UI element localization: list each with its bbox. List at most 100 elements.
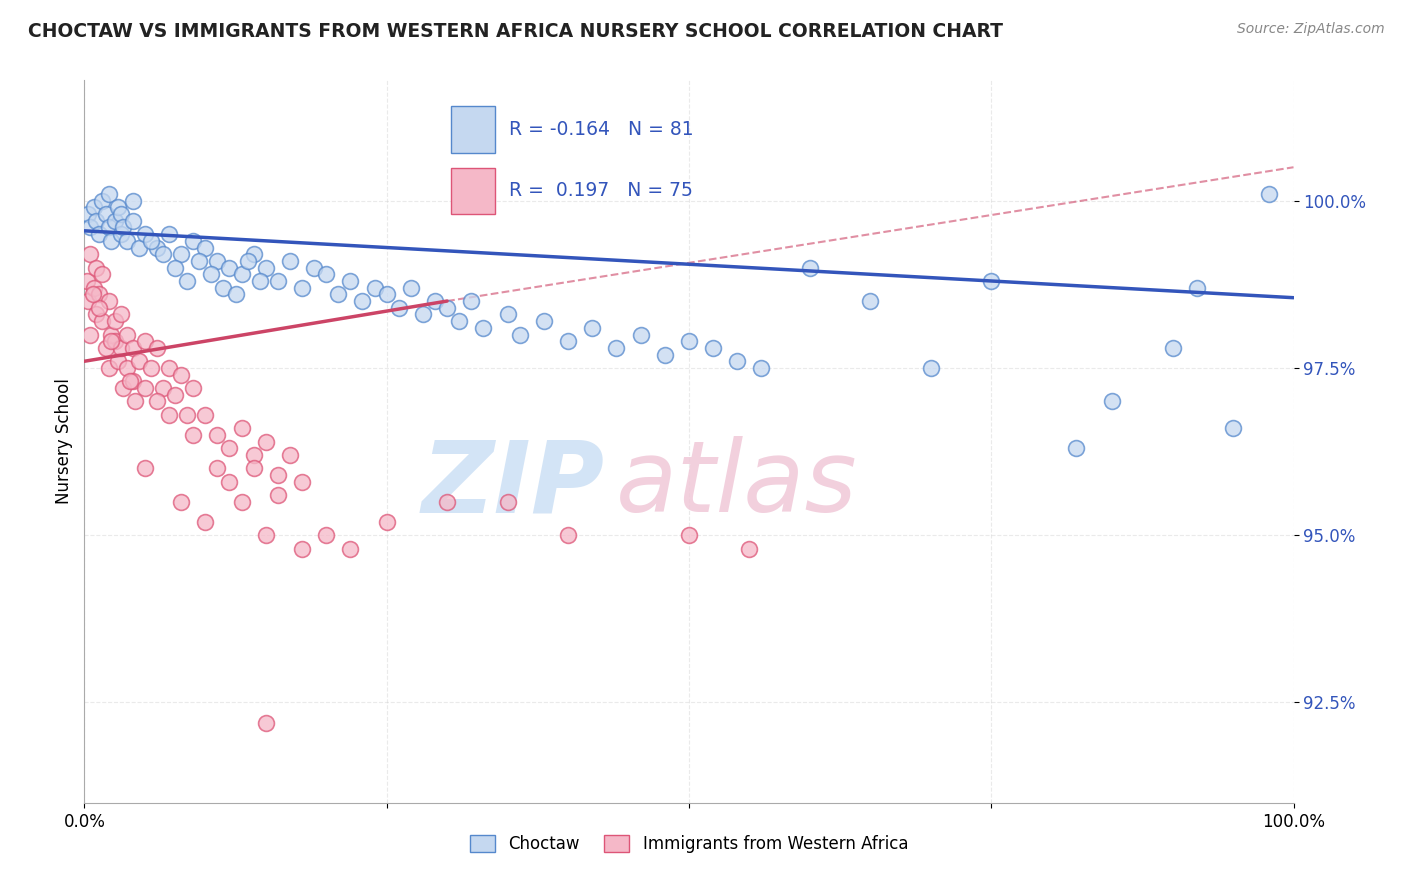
Point — [194, 240, 217, 254]
Point — [315, 528, 337, 542]
Point — [104, 213, 127, 227]
Point — [496, 308, 519, 322]
Point — [139, 360, 162, 375]
Point — [115, 360, 138, 375]
Point — [112, 220, 135, 235]
Point — [254, 528, 277, 542]
Point — [157, 408, 180, 422]
Point — [291, 280, 314, 294]
Point — [460, 293, 482, 308]
Point — [194, 408, 217, 422]
Point — [212, 280, 235, 294]
Point — [170, 368, 193, 382]
Point — [1185, 280, 1208, 294]
Point — [94, 341, 117, 355]
Point — [115, 234, 138, 248]
Point — [352, 293, 374, 308]
Point — [146, 240, 169, 254]
Point — [87, 301, 110, 315]
Point — [97, 360, 120, 375]
Point — [1258, 187, 1281, 202]
Point — [472, 321, 495, 335]
Point — [399, 280, 422, 294]
Point — [110, 341, 132, 355]
Point — [97, 220, 120, 235]
Point — [678, 528, 700, 542]
Point — [449, 314, 471, 328]
Point — [152, 247, 174, 261]
Point — [121, 341, 143, 355]
Point — [557, 528, 579, 542]
Point — [738, 541, 761, 556]
Point — [107, 354, 129, 368]
Point — [115, 327, 138, 342]
Point — [79, 327, 101, 342]
Point — [97, 187, 120, 202]
Point — [107, 200, 129, 214]
Point — [278, 448, 301, 462]
Point — [267, 488, 290, 502]
Point — [200, 267, 222, 281]
Point — [423, 293, 446, 308]
Text: CHOCTAW VS IMMIGRANTS FROM WESTERN AFRICA NURSERY SCHOOL CORRELATION CHART: CHOCTAW VS IMMIGRANTS FROM WESTERN AFRIC… — [28, 22, 1002, 41]
Point — [920, 360, 942, 375]
Point — [110, 207, 132, 221]
Point — [120, 374, 142, 388]
Point — [231, 421, 253, 435]
Point — [134, 227, 156, 241]
Point — [176, 408, 198, 422]
Point — [91, 267, 114, 281]
Point — [146, 394, 169, 409]
Point — [242, 247, 264, 261]
Point — [267, 467, 290, 482]
Point — [254, 260, 277, 275]
Point — [207, 253, 229, 268]
Point — [339, 274, 361, 288]
Legend: Choctaw, Immigrants from Western Africa: Choctaw, Immigrants from Western Africa — [463, 828, 915, 860]
Point — [110, 308, 132, 322]
Point — [128, 240, 150, 254]
Point — [83, 200, 105, 214]
Point — [100, 234, 122, 248]
Point — [134, 334, 156, 348]
Point — [207, 427, 229, 442]
Point — [1161, 341, 1184, 355]
Point — [980, 274, 1002, 288]
Point — [605, 341, 627, 355]
Point — [110, 227, 132, 241]
Point — [363, 280, 385, 294]
Point — [170, 494, 193, 508]
Point — [533, 314, 555, 328]
Point — [121, 213, 143, 227]
Point — [165, 260, 187, 275]
Text: ZIP: ZIP — [422, 436, 605, 533]
Point — [654, 347, 676, 361]
Point — [76, 274, 98, 288]
Point — [725, 354, 748, 368]
Point — [100, 327, 122, 342]
Point — [79, 220, 101, 235]
Point — [152, 381, 174, 395]
Point — [124, 394, 146, 409]
Point — [231, 494, 253, 508]
Point — [339, 541, 361, 556]
Point — [112, 381, 135, 395]
Point — [207, 461, 229, 475]
Point — [121, 374, 143, 388]
Point — [83, 280, 105, 294]
Point — [436, 301, 458, 315]
Point — [254, 715, 277, 730]
Text: atlas: atlas — [616, 436, 858, 533]
Point — [859, 293, 882, 308]
Point — [278, 253, 301, 268]
Y-axis label: Nursery School: Nursery School — [55, 378, 73, 505]
Point — [86, 308, 108, 322]
Point — [751, 360, 773, 375]
Point — [581, 321, 603, 335]
Point — [194, 515, 217, 529]
Point — [254, 434, 277, 449]
Point — [702, 341, 724, 355]
Text: Source: ZipAtlas.com: Source: ZipAtlas.com — [1237, 22, 1385, 37]
Point — [157, 227, 180, 241]
Point — [291, 541, 314, 556]
